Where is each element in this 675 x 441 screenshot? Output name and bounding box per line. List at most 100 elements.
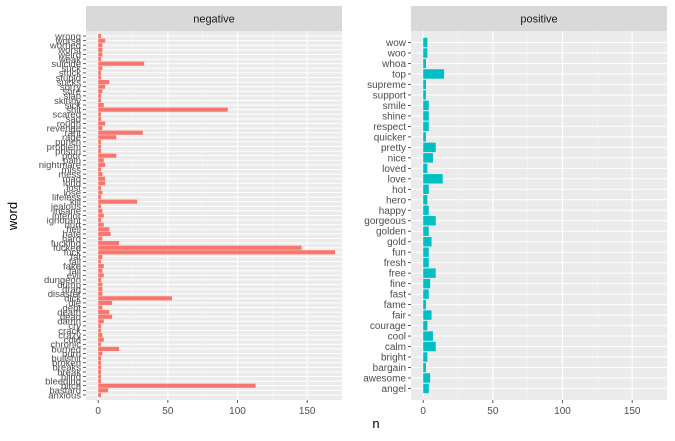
y-tick-label: gold — [387, 237, 406, 248]
y-tick-label: prison — [55, 146, 81, 157]
bar-positive-smile — [423, 100, 429, 111]
y-tick-label: calm — [385, 342, 406, 353]
y-tick-label: die — [68, 298, 81, 309]
y-tick-label: fast — [390, 290, 406, 301]
bar-negative-sorry — [98, 84, 106, 89]
bar-negative-worse — [98, 38, 106, 43]
y-tick-label: fun — [392, 248, 406, 259]
bar-negative-mess — [98, 172, 103, 177]
bar-negative-rough — [98, 121, 106, 126]
bar-negative-anxious — [98, 392, 101, 398]
y-tick-label: sorry — [60, 82, 81, 93]
bar-positive-bright — [423, 352, 428, 362]
y-tick-label: fat — [70, 252, 81, 263]
y-tick-label: bargain — [373, 363, 406, 374]
bar-positive-top — [423, 69, 445, 79]
y-tick-label: top — [392, 69, 406, 80]
y-tick-label: mad — [63, 174, 81, 185]
bar-positive-loved — [423, 163, 428, 174]
y-tick-label: sucks — [57, 77, 82, 88]
bar-positive-respect — [423, 121, 429, 132]
bar-negative-sore — [98, 89, 103, 94]
bar-negative-stupid — [98, 75, 101, 80]
y-tick-label: pretty — [381, 143, 406, 154]
y-tick-label: sore — [63, 87, 81, 98]
bar-positive-shine — [423, 111, 429, 121]
y-tick-label: hate — [63, 229, 82, 240]
y-tick-label: debt — [63, 303, 82, 314]
bar-negative-bullshit — [98, 356, 101, 361]
y-tick-label: crack — [58, 326, 81, 337]
bar-negative-mad — [98, 176, 106, 181]
y-tick-label: disaster — [48, 289, 81, 300]
bar-positive-courage — [423, 320, 428, 331]
bar-negative-fuck — [98, 250, 336, 255]
bar-positive-whoa — [423, 58, 426, 69]
bar-negative-drag — [98, 287, 103, 292]
bar-negative-scared — [98, 112, 101, 117]
bar-negative-revenge — [98, 126, 103, 131]
bar-negative-bleeding — [98, 379, 101, 384]
bar-negative-die — [98, 300, 113, 305]
bar-negative-miss — [98, 167, 101, 172]
y-tick-label: weak — [58, 54, 81, 65]
y-tick-label: free — [389, 269, 407, 280]
y-tick-label: lose — [64, 188, 81, 199]
bar-negative-punch — [98, 139, 101, 144]
y-tick-label: crazy — [58, 330, 81, 341]
y-tick-label: dead — [60, 312, 81, 323]
bar-positive-fame — [423, 299, 426, 310]
bar-negative-burned — [98, 346, 120, 351]
y-tick-label: insane — [53, 206, 81, 217]
y-tick-label: worst — [57, 45, 81, 56]
y-tick-label: anxious — [48, 390, 81, 401]
bar-negative-skinny — [98, 98, 101, 103]
panel-background-positive — [411, 31, 667, 400]
bar-negative-cold — [98, 337, 104, 342]
y-tick-label: lifeless — [52, 192, 81, 203]
x-tick-label: 50 — [162, 406, 174, 417]
bar-negative-lifeless — [98, 195, 101, 200]
facet-strip-positive — [411, 6, 667, 31]
bar-negative-damn — [98, 319, 104, 324]
bar-negative-ignorant — [98, 218, 101, 223]
bar-negative-crack — [98, 328, 101, 333]
y-tick-label: love — [388, 174, 407, 185]
y-tick-label: breaks — [52, 363, 81, 374]
bar-negative-sad — [98, 116, 101, 121]
y-tick-label: nice — [388, 153, 407, 164]
y-tick-label: bitch — [61, 381, 81, 392]
y-tick-label: nightmare — [39, 160, 81, 171]
y-tick-label: fucking — [51, 238, 81, 249]
bar-positive-golden — [423, 226, 429, 236]
x-tick-label: 100 — [229, 406, 246, 417]
y-tick-label: woo — [387, 49, 407, 60]
bar-negative-evil — [98, 273, 104, 278]
bar-positive-fresh — [423, 257, 429, 268]
y-tick-label: rage — [62, 133, 81, 144]
y-tick-label: revenge — [47, 123, 81, 134]
bar-negative-fail — [98, 268, 103, 273]
bar-negative-weird — [98, 52, 103, 57]
y-tick-label: hard — [62, 234, 81, 245]
bar-negative-break — [98, 369, 101, 375]
y-tick-label: support — [373, 90, 407, 101]
y-tick-label: rant — [65, 128, 82, 139]
bar-positive-gold — [423, 236, 432, 247]
bar-negative-broken — [98, 360, 101, 365]
y-tick-label: evil — [67, 271, 81, 282]
y-tick-label: stuck — [59, 68, 81, 79]
bar-positive-cool — [423, 331, 433, 341]
y-tick-label: dump — [57, 280, 81, 291]
y-tick-label: suicide — [51, 59, 81, 70]
y-tick-label: hell — [66, 225, 81, 236]
y-tick-label: bastard — [49, 386, 81, 397]
y-tick-label: broken — [52, 358, 81, 369]
bar-negative-lost — [98, 185, 101, 190]
bar-positive-hero — [423, 195, 428, 205]
bar-negative-hurt — [98, 222, 104, 227]
bar-negative-sick — [98, 103, 104, 108]
bar-negative-pain — [98, 158, 104, 163]
bar-negative-nightmare — [98, 162, 106, 167]
